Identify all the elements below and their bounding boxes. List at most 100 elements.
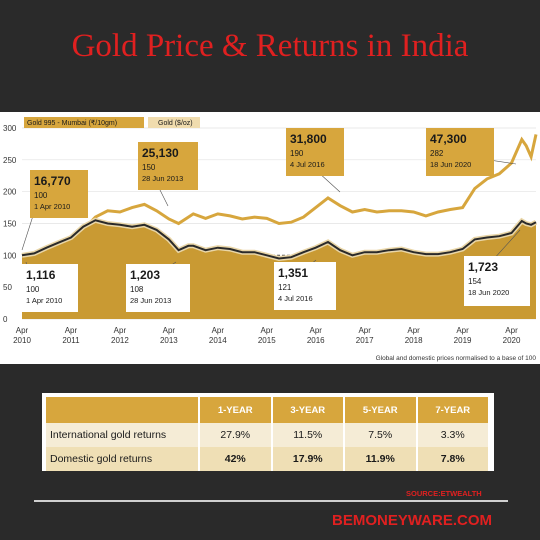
- x-tick-label: Apr: [309, 326, 322, 335]
- row-label-international: International gold returns: [46, 423, 200, 447]
- x-tick-label: 2013: [160, 336, 178, 345]
- annotation-box: [286, 128, 344, 176]
- page-title: Gold Price & Returns in India: [71, 28, 469, 64]
- x-tick-label: Apr: [114, 326, 127, 335]
- x-tick-label: 2019: [454, 336, 472, 345]
- annotation-index: 108: [130, 285, 144, 294]
- annotation-index: 190: [290, 149, 304, 158]
- y-tick-label: 50: [3, 283, 12, 292]
- legend-label-usd: Gold ($/oz): [158, 120, 193, 127]
- annotation-date: 4 Jul 2016: [290, 160, 325, 169]
- x-tick-label: Apr: [261, 326, 274, 335]
- x-tick-label: 2017: [356, 336, 374, 345]
- x-tick-label: 2014: [209, 336, 227, 345]
- annotation-index: 154: [468, 277, 482, 286]
- x-tick-label: Apr: [358, 326, 371, 335]
- annotation-date: 28 Jun 2013: [142, 174, 183, 183]
- table-row: International gold returns 27.9% 11.5% 7…: [46, 423, 490, 447]
- annotation-box: [22, 264, 78, 312]
- annotation-box: [274, 262, 336, 310]
- x-tick-label: 2018: [405, 336, 423, 345]
- chart-legend: Gold 995 - Mumbai (₹/10gm) Gold ($/oz): [24, 117, 200, 128]
- annotation-callout: 16,770 100 1 Apr 2010: [21, 170, 88, 251]
- annotation-callout: 1,351 121 4 Jul 2016: [274, 259, 336, 310]
- annotation-box: [464, 256, 530, 306]
- annotation-value: 1,116: [26, 268, 56, 282]
- table-header-7y: 7-YEAR: [416, 397, 490, 423]
- table-header-1y: 1-YEAR: [199, 397, 273, 423]
- annotation-index: 100: [26, 285, 40, 294]
- annotation-callout: 31,800 190 4 Jul 2016: [286, 128, 344, 193]
- x-tick-label: 2016: [307, 336, 325, 345]
- table-header-5y: 5-YEAR: [344, 397, 418, 423]
- x-tick-label: Apr: [16, 326, 29, 335]
- table-cell: 7.5%: [344, 423, 418, 447]
- annotation-box: [30, 170, 88, 218]
- annotation-value: 1,203: [130, 268, 160, 282]
- table-header-row: 1-YEAR 3-YEAR 5-YEAR 7-YEAR: [46, 397, 490, 423]
- legend-label-inr: Gold 995 - Mumbai (₹/10gm): [27, 119, 117, 127]
- table-cell: 11.9%: [344, 447, 418, 471]
- footer-divider: [34, 500, 508, 502]
- annotation-date: 18 Jun 2020: [468, 288, 509, 297]
- annotation-date: 28 Jun 2013: [130, 296, 171, 305]
- annotation-box: [426, 128, 494, 176]
- table-header-3y: 3-YEAR: [271, 397, 345, 423]
- legend-swatch-inr: [24, 117, 144, 128]
- annotation-index: 121: [278, 283, 292, 292]
- x-tick-label: Apr: [456, 326, 469, 335]
- annotation-index: 150: [142, 163, 156, 172]
- returns-table: 1-YEAR 3-YEAR 5-YEAR 7-YEAR Internationa…: [46, 397, 490, 471]
- annotation-date: 18 Jun 2020: [430, 160, 471, 169]
- annotation-box: [126, 264, 190, 312]
- source-credit: SOURCE:ETWEALTH: [406, 489, 482, 498]
- annotation-index: 282: [430, 149, 444, 158]
- chart-footnote: Global and domestic prices normalised to…: [376, 355, 537, 362]
- x-tick-label: 2010: [13, 336, 31, 345]
- y-tick-label: 150: [3, 220, 17, 229]
- annotation-value: 31,800: [290, 132, 327, 146]
- annotation-value: 1,351: [278, 266, 308, 280]
- x-tick-label: Apr: [212, 326, 225, 335]
- table-header-blank: [46, 397, 200, 423]
- annotation-value: 47,300: [430, 132, 467, 146]
- brand-link[interactable]: BEMONEYWARE.COM: [332, 512, 493, 529]
- y-tick-label: 0: [3, 315, 8, 324]
- table-cell: 7.8%: [416, 447, 490, 471]
- y-tick-label: 100: [3, 251, 17, 260]
- table-cell: 11.5%: [271, 423, 345, 447]
- x-tick-label: 2012: [111, 336, 129, 345]
- annotation-callout: 47,300 282 18 Jun 2020: [426, 128, 517, 176]
- annotation-value: 16,770: [34, 174, 71, 188]
- table-cell: 42%: [199, 447, 273, 471]
- annotation-callout: 1,723 154 18 Jun 2020: [464, 229, 530, 306]
- table-cell: 27.9%: [199, 423, 273, 447]
- x-tick-label: 2020: [503, 336, 521, 345]
- table-row: Domestic gold returns 42% 17.9% 11.9% 7.…: [46, 447, 490, 471]
- series-line-inr: [21, 134, 538, 257]
- legend-swatch-usd: [148, 117, 200, 128]
- x-tick-label: Apr: [505, 326, 518, 335]
- annotation-index: 100: [34, 191, 48, 200]
- y-tick-label: 250: [3, 156, 17, 165]
- annotation-box: [138, 142, 198, 190]
- x-tick-label: 2015: [258, 336, 276, 345]
- annotation-date: 1 Apr 2010: [34, 202, 70, 211]
- y-tick-label: 300: [3, 124, 17, 133]
- x-tick-label: Apr: [65, 326, 78, 335]
- row-label-domestic: Domestic gold returns: [46, 447, 200, 471]
- annotation-value: 1,723: [468, 260, 498, 274]
- x-tick-label: 2011: [62, 336, 80, 345]
- returns-table-panel: 1-YEAR 3-YEAR 5-YEAR 7-YEAR Internationa…: [42, 393, 494, 471]
- annotation-date: 4 Jul 2016: [278, 294, 313, 303]
- table-cell: 3.3%: [416, 423, 490, 447]
- x-tick-label: Apr: [163, 326, 176, 335]
- annotation-callout: 1,116 100 1 Apr 2010: [22, 261, 78, 312]
- x-tick-label: Apr: [407, 326, 420, 335]
- series-line-usd: [21, 219, 537, 260]
- annotation-callout: 25,130 150 28 Jun 2013: [138, 142, 198, 207]
- gold-price-chart: 300 250 200 150 100 50 0 Gold 995 - Mumbai (₹/1…: [3, 117, 538, 362]
- annotation-date: 1 Apr 2010: [26, 296, 62, 305]
- chart-panel: 300 250 200 150 100 50 0 Gold 995 - Mumbai (₹/1…: [0, 112, 540, 364]
- table-cell: 17.9%: [271, 447, 345, 471]
